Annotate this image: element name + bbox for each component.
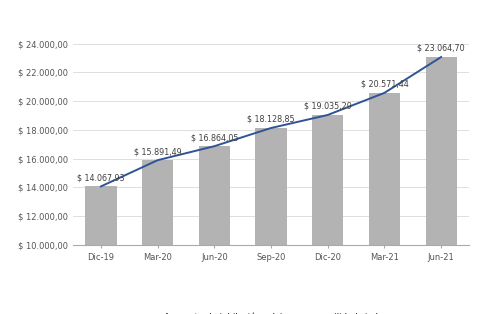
Text: $ 20.571,44: $ 20.571,44 (361, 80, 408, 89)
Bar (199, 146, 230, 314)
Text: $ 14.067,93: $ 14.067,93 (77, 173, 125, 182)
Bar (425, 57, 457, 314)
Bar (369, 93, 400, 314)
Text: $ 18.128,85: $ 18.128,85 (247, 115, 295, 124)
Bar (142, 160, 173, 314)
Legend: Aumento de jubilación mínima por movilidad sin bonos: Aumento de jubilación mínima por movilid… (136, 309, 406, 314)
Text: $ 15.891,49: $ 15.891,49 (134, 147, 182, 156)
Bar (256, 128, 287, 314)
Text: $ 16.864,05: $ 16.864,05 (191, 133, 238, 142)
Text: $ 19.035,29: $ 19.035,29 (304, 102, 352, 111)
Bar (85, 187, 117, 314)
Bar (312, 115, 343, 314)
Text: $ 23.064,70: $ 23.064,70 (417, 44, 465, 53)
